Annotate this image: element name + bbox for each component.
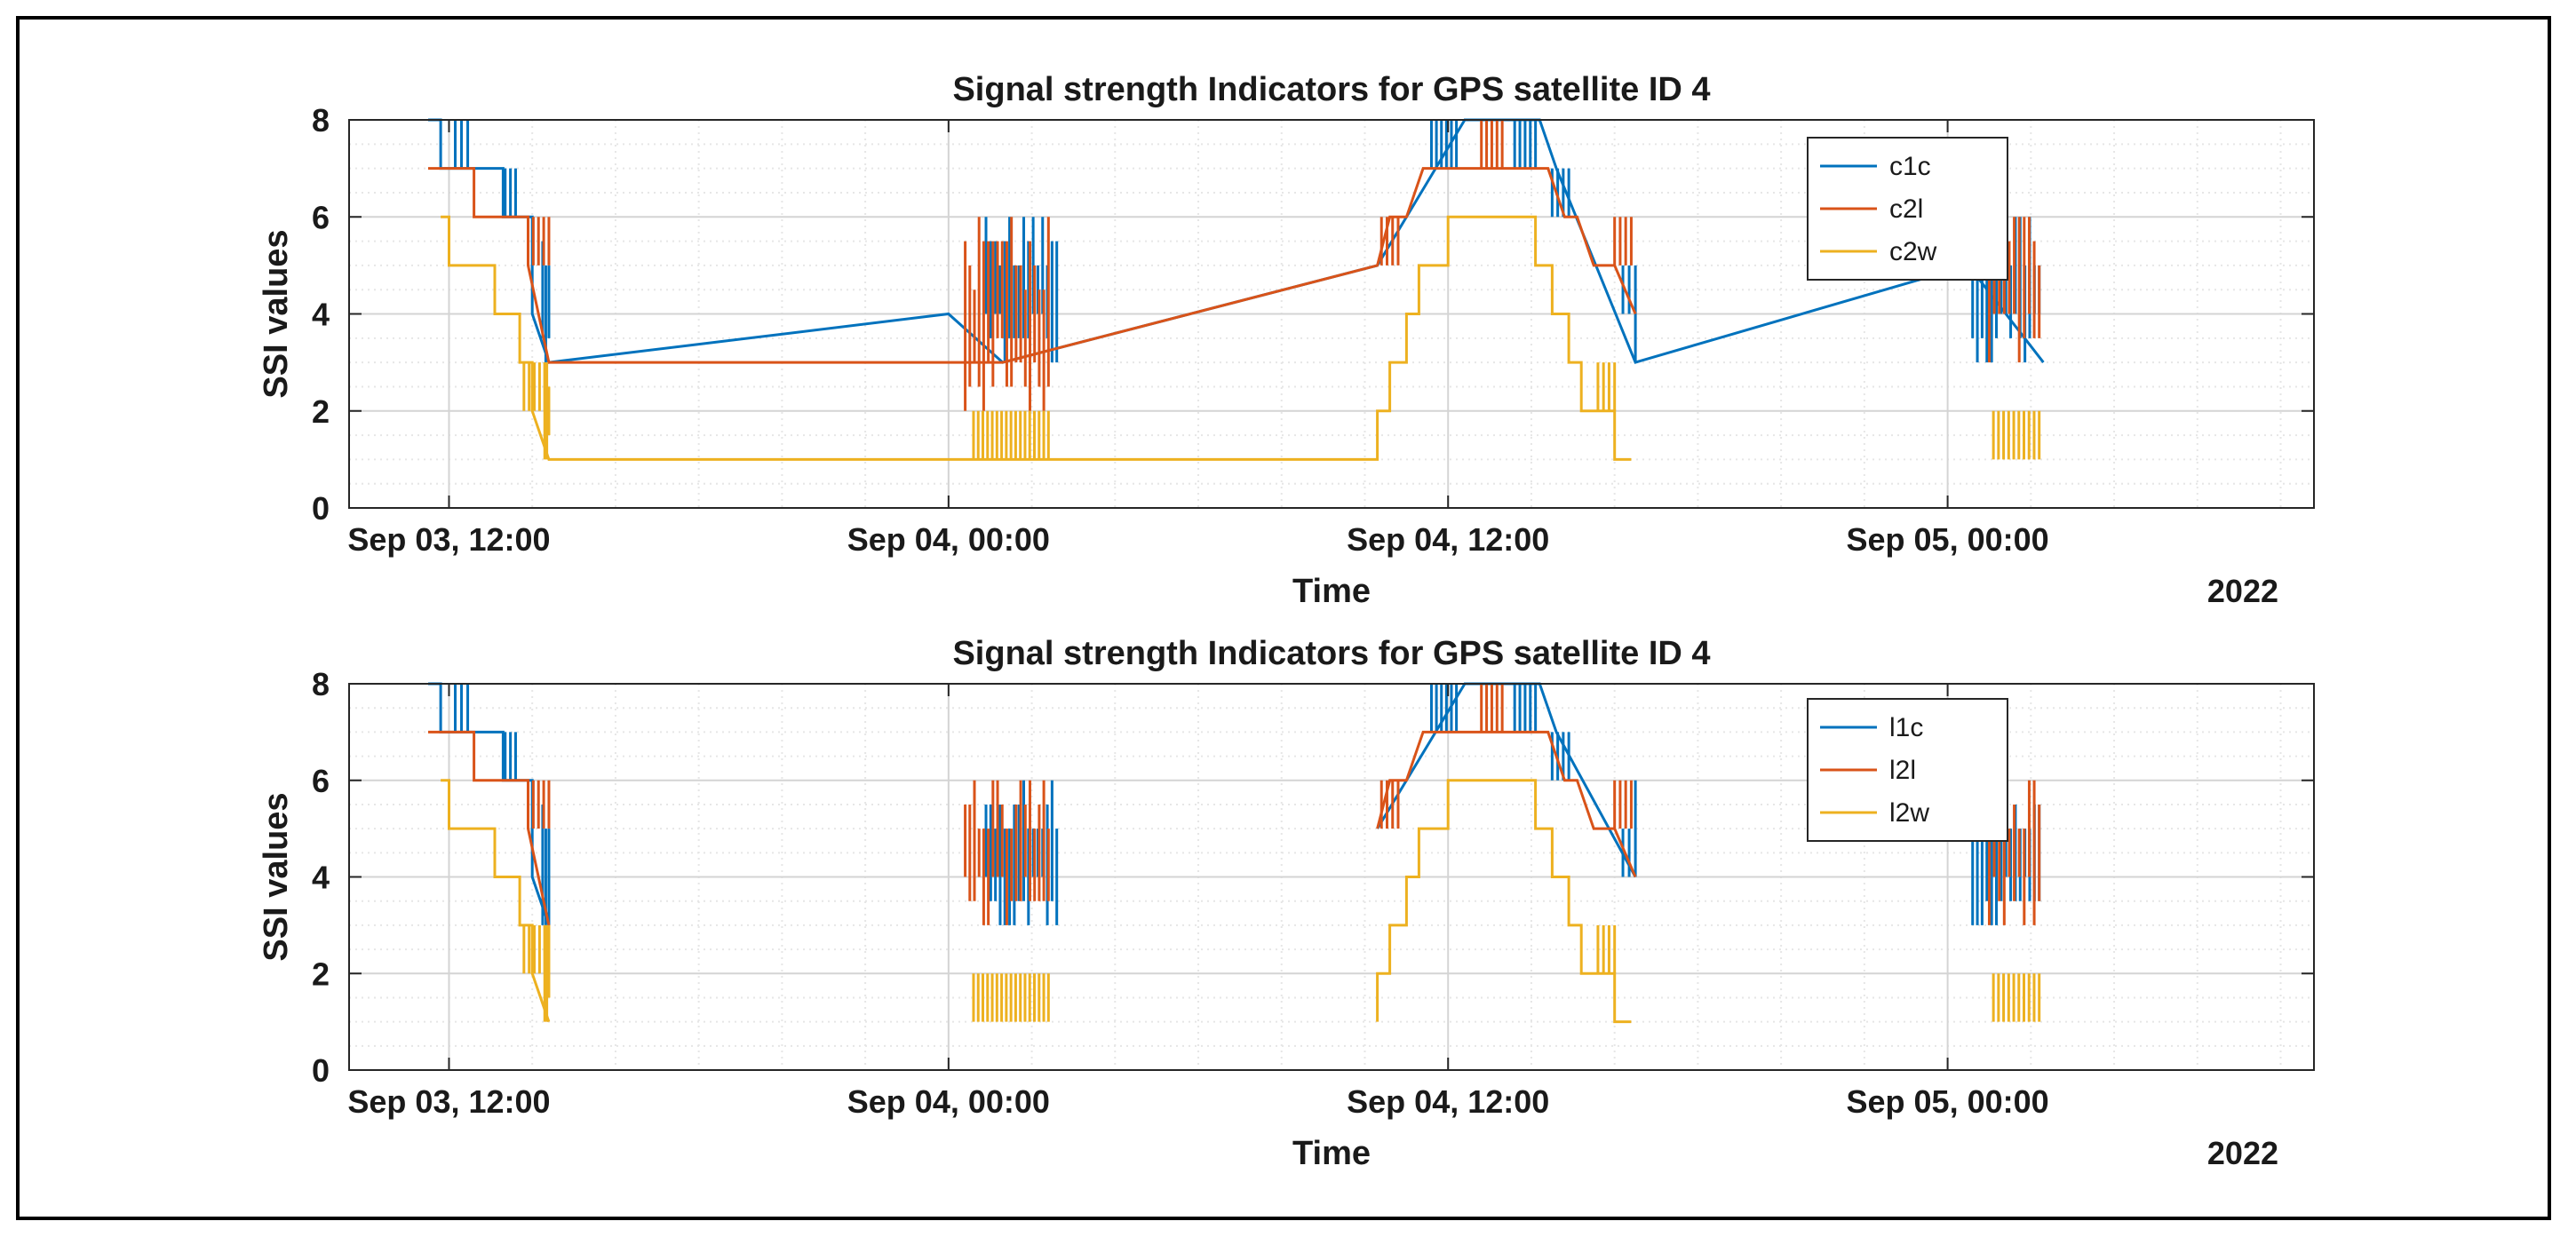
x-tick-label: Sep 04, 00:00 — [847, 521, 1050, 558]
series-burst-l2w — [543, 924, 551, 1022]
y-tick-label: 8 — [312, 102, 330, 139]
series-burst-c1c — [504, 168, 517, 218]
series-burst-l2l — [1379, 780, 1400, 829]
chart-1: 0 2 4 6 8 Sep 03, 12:00 Sep 04, 00:00 Sep 04, 1… — [258, 71, 2315, 610]
series-burst-l1c — [1513, 684, 1538, 733]
x-tick-label: Sep 03, 12:00 — [347, 1083, 550, 1120]
series-line-c2l — [428, 167, 1637, 364]
year-label: 2022 — [2207, 1135, 2278, 1171]
y-tick-label: 4 — [312, 297, 330, 333]
series-burst-l1c — [1429, 684, 1459, 733]
y-tick-label: 6 — [312, 199, 330, 235]
series-burst-c2l — [1379, 217, 1400, 266]
legend-label-c1c: c1c — [1889, 152, 1931, 181]
x-tick-label: Sep 04, 12:00 — [1347, 1083, 1549, 1120]
x-axis-label: Time — [1292, 1135, 1371, 1172]
series-burst-l2l — [964, 780, 1050, 925]
y-tick-label: 4 — [312, 860, 330, 896]
series-burst-l2l — [527, 780, 551, 829]
y-tick-label: 8 — [312, 666, 330, 702]
y-tick-label: 0 — [312, 1052, 330, 1089]
y-axis-label: SSI values — [258, 229, 295, 398]
chart-title: Signal strength Indicators for GPS satel… — [952, 71, 1710, 108]
x-tick-label: Sep 03, 12:00 — [347, 521, 550, 558]
x-axis-label: Time — [1292, 573, 1371, 610]
series-burst-c2l — [964, 217, 1050, 411]
figure-frame — [16, 16, 2551, 1220]
series-burst-c1c — [454, 120, 470, 169]
series-burst-l2w — [1992, 973, 2041, 1022]
series-burst-l1c — [504, 732, 517, 781]
series-burst-c1c — [1429, 120, 1459, 169]
series-burst-l1c — [1621, 780, 1637, 877]
series-burst-l1c — [984, 780, 1059, 925]
series-segment-l2l — [1376, 730, 1637, 878]
series-burst-c2l — [527, 217, 551, 266]
y-tick-label: 2 — [312, 393, 330, 430]
x-tick-label: Sep 04, 12:00 — [1347, 521, 1549, 558]
series-burst-l1c — [454, 684, 470, 733]
y-axis-label: SSI values — [258, 792, 295, 961]
series-burst-c2w — [1596, 362, 1617, 411]
legend-label-c2l: c2l — [1889, 194, 1923, 224]
series-burst-c2w — [972, 410, 1050, 460]
series-burst-l2l — [1613, 780, 1633, 829]
series-burst-c2l — [1480, 120, 1504, 169]
series-burst-l2l — [1480, 684, 1504, 733]
legend: l1c l2l l2w — [1807, 698, 2008, 842]
year-label: 2022 — [2207, 573, 2278, 609]
series-line-c1c — [428, 118, 2045, 364]
y-tick-label: 2 — [312, 956, 330, 992]
series-burst-c1c — [1621, 265, 1637, 363]
series-burst-l2w — [1596, 924, 1617, 974]
legend-label-l2w: l2w — [1889, 798, 1929, 828]
series-line-l2w — [441, 779, 551, 1023]
series-line-c2w — [441, 215, 1632, 461]
series-segment-l2w — [1376, 779, 1632, 1024]
series-burst-l2w — [972, 973, 1050, 1022]
series-burst-c2l — [1613, 217, 1633, 266]
legend: c1c c2l c2w — [1807, 137, 2008, 281]
x-tick-label: Sep 05, 00:00 — [1847, 521, 2049, 558]
series-burst-c1c — [1513, 120, 1538, 169]
legend-label-c2w: c2w — [1889, 237, 1937, 266]
series-burst-c2w — [543, 362, 551, 460]
chart-2: 0 2 4 6 8 Sep 03, 12:00 Sep 04, 00:00 Sep 04, 1… — [258, 635, 2315, 1172]
y-tick-label: 6 — [312, 763, 330, 799]
series-layer — [428, 118, 2045, 461]
x-tick-label: Sep 04, 00:00 — [847, 1083, 1050, 1120]
chart-title: Signal strength Indicators for GPS satel… — [952, 635, 1710, 672]
series-burst-c2w — [1992, 410, 2041, 460]
legend-label-l2l: l2l — [1889, 756, 1916, 785]
x-tick-label: Sep 05, 00:00 — [1847, 1083, 2049, 1120]
series-burst-c1c — [984, 217, 1059, 363]
y-tick-label: 0 — [312, 490, 330, 527]
legend-label-l1c: l1c — [1889, 713, 1923, 742]
